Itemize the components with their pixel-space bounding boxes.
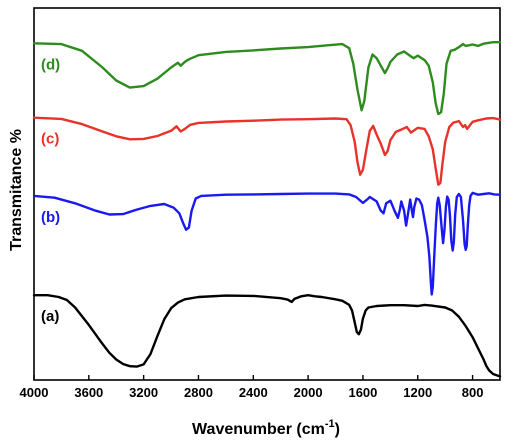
series-label-0: (d) xyxy=(41,56,60,73)
x-tick-label: 800 xyxy=(462,385,484,400)
x-tick-label: 2800 xyxy=(184,385,213,400)
series-line-3 xyxy=(32,294,502,378)
x-axis-ticks: 4000 3600 3200 2800 2400 2000 1600 1200 800 xyxy=(20,375,484,400)
x-tick-label: 2400 xyxy=(239,385,268,400)
series-curves xyxy=(32,41,502,378)
series-labels: (d) (c) (b) (a) xyxy=(41,56,60,325)
x-axis-title: Wavenumber (cm-1) xyxy=(192,418,340,438)
x-tick-label: 3600 xyxy=(74,385,103,400)
x-tick-label: 1600 xyxy=(348,385,377,400)
series-line-1 xyxy=(32,116,502,186)
x-tick-label: 3200 xyxy=(129,385,158,400)
series-label-3: (a) xyxy=(41,308,59,325)
series-label-1: (c) xyxy=(41,131,59,148)
x-tick-label: 4000 xyxy=(20,385,49,400)
y-axis-title: Transmitance % xyxy=(8,129,25,251)
series-line-2 xyxy=(32,191,502,296)
series-line-0 xyxy=(32,41,502,116)
x-tick-label: 2000 xyxy=(294,385,323,400)
series-label-2: (b) xyxy=(41,209,60,226)
x-tick-label: 1200 xyxy=(403,385,432,400)
